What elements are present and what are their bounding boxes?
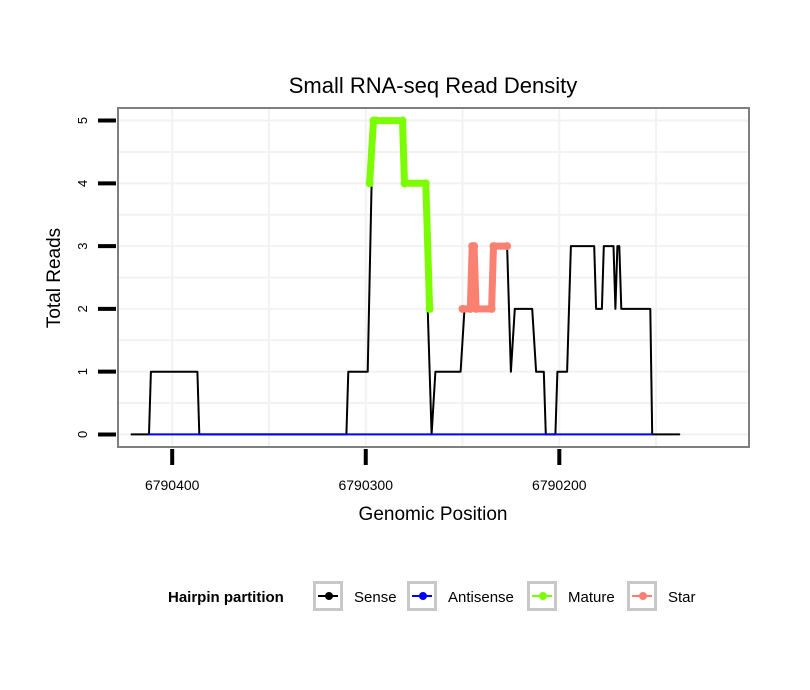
- y-tick-label: 5: [75, 117, 90, 124]
- legend-title: Hairpin partition: [168, 589, 284, 606]
- data-point-mature: [425, 304, 434, 313]
- series-layer: [130, 116, 681, 436]
- x-tick-label: 6790200: [532, 477, 587, 493]
- legend-key-star: [627, 581, 657, 611]
- y-tick-label: 2: [75, 305, 90, 312]
- legend-label-mature: Mature: [568, 589, 615, 606]
- data-point-mature: [371, 116, 380, 125]
- legend-key-sense: [313, 581, 343, 611]
- series-line-star: [459, 242, 511, 313]
- legend-key-antisense: [407, 581, 437, 611]
- legend-dot-sense: [325, 592, 333, 600]
- data-point-star: [487, 304, 496, 313]
- chart-title: Small RNA-seq Read Density: [289, 73, 578, 98]
- data-point-star: [458, 304, 467, 313]
- data-point-star: [489, 242, 498, 251]
- data-point-star: [470, 242, 479, 251]
- data-point-star: [466, 304, 475, 313]
- legend-label-star: Star: [668, 589, 696, 606]
- data-point-mature: [365, 179, 374, 188]
- data-point-mature: [400, 179, 409, 188]
- x-tick-label: 6790300: [338, 477, 393, 493]
- data-point-star: [472, 304, 481, 313]
- data-point-star: [503, 242, 512, 251]
- y-tick-label: 4: [75, 180, 90, 187]
- legend-dot-star: [639, 592, 647, 600]
- y-tick-label: 0: [75, 431, 90, 438]
- y-tick-label: 3: [75, 242, 90, 249]
- legend: Hairpin partition Sense Antisense Mature…: [0, 575, 810, 621]
- y-tick-label: 1: [75, 368, 90, 375]
- data-point-mature: [421, 179, 430, 188]
- legend-dot-mature: [539, 592, 547, 600]
- data-point-mature: [398, 116, 407, 125]
- legend-label-sense: Sense: [354, 589, 397, 606]
- x-tick-label: 6790400: [145, 477, 200, 493]
- panel-border: [117, 107, 750, 448]
- axes: 0 1 2 3 4 5 6790400 6790300 6790200: [75, 117, 587, 493]
- x-axis-label: Genomic Position: [359, 504, 508, 525]
- legend-key-mature: [527, 581, 557, 611]
- y-axis-label: Total Reads: [44, 228, 65, 328]
- legend-label-antisense: Antisense: [448, 589, 514, 606]
- legend-dot-antisense: [419, 592, 427, 600]
